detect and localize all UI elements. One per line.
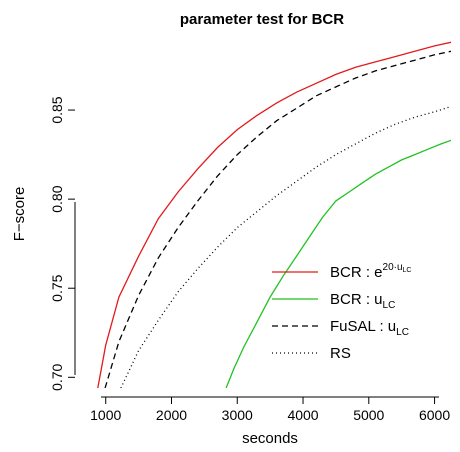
series-line-2 — [225, 139, 451, 388]
x-tick-label: 5000 — [353, 407, 384, 423]
x-axis-title: seconds — [242, 430, 298, 447]
series-line-1 — [97, 41, 451, 388]
x-tick-label: 4000 — [287, 407, 318, 423]
legend-label: BCR : e20·uLC — [330, 262, 411, 281]
x-tick-label: 3000 — [222, 407, 253, 423]
x-tick-label: 6000 — [419, 407, 450, 423]
y-tick-label: 0.80 — [49, 185, 65, 212]
legend-label: RS — [330, 345, 351, 362]
plot-area — [97, 41, 451, 388]
y-axis-title: F−score — [11, 187, 28, 242]
series-line-4 — [120, 105, 451, 388]
chart-title: parameter test for BCR — [180, 11, 344, 28]
legend: BCR : e20·uLC BCR : uLC FuSAL : uLC RS — [272, 262, 411, 362]
y-tick-label: 0.70 — [49, 363, 65, 390]
legend-label: BCR : uLC — [330, 291, 395, 311]
x-tick-label: 2000 — [156, 407, 187, 423]
x-axis: 1000 2000 3000 4000 5000 6000 — [90, 396, 450, 423]
y-tick-label: 0.85 — [49, 96, 65, 123]
series-line-3 — [104, 50, 451, 388]
x-tick-label: 1000 — [90, 407, 121, 423]
y-tick-label: 0.75 — [49, 274, 65, 301]
y-axis: 0.70 0.75 0.80 0.85 — [49, 96, 76, 391]
legend-label: FuSAL : uLC — [330, 318, 409, 338]
